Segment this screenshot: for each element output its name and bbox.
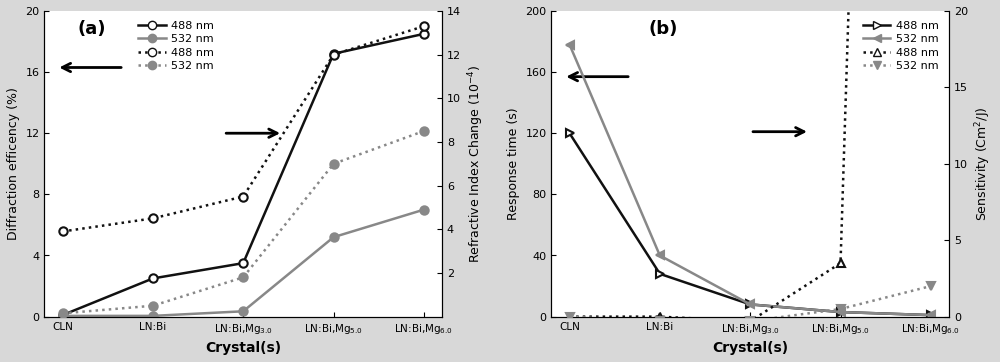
X-axis label: Crystal(s): Crystal(s) <box>712 341 788 355</box>
Y-axis label: Sensitivity (Cm$^2$/J): Sensitivity (Cm$^2$/J) <box>973 106 993 221</box>
X-axis label: Crystal(s): Crystal(s) <box>205 341 281 355</box>
Y-axis label: Refractive Index Change (10$^{-4}$): Refractive Index Change (10$^{-4}$) <box>466 65 486 263</box>
Text: (a): (a) <box>78 20 106 38</box>
Legend: 488 nm, 532 nm, 488 nm, 532 nm: 488 nm, 532 nm, 488 nm, 532 nm <box>858 17 943 75</box>
Y-axis label: Diffraction efficency (%): Diffraction efficency (%) <box>7 87 20 240</box>
Y-axis label: Response time (s): Response time (s) <box>507 108 520 220</box>
Text: (b): (b) <box>648 20 677 38</box>
Legend: 488 nm, 532 nm, 488 nm, 532 nm: 488 nm, 532 nm, 488 nm, 532 nm <box>134 17 219 75</box>
